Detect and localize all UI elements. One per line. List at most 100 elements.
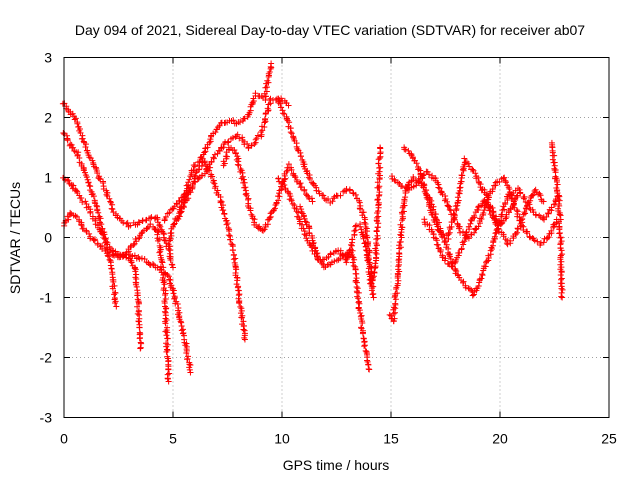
data-point: [536, 190, 543, 197]
data-point: [252, 90, 259, 97]
data-point: [399, 213, 406, 220]
data-point: [360, 235, 367, 242]
data-point: [90, 236, 97, 243]
x-tick-label: 0: [60, 431, 68, 447]
data-point: [303, 235, 310, 242]
data-point: [136, 335, 143, 342]
data-point: [540, 239, 547, 246]
data-point: [172, 294, 179, 301]
data-point: [371, 269, 378, 276]
data-point: [128, 259, 135, 266]
data-point: [263, 84, 270, 91]
data-point: [559, 294, 566, 301]
data-point: [480, 209, 487, 216]
x-tick-label: 10: [274, 431, 290, 447]
data-point: [488, 246, 495, 253]
data-point: [456, 184, 463, 191]
data-point: [237, 119, 244, 126]
series-track-13: [357, 144, 384, 290]
data-point: [373, 236, 380, 243]
data-point: [107, 262, 114, 269]
data-point: [65, 177, 72, 184]
data-point: [506, 185, 513, 192]
data-point: [298, 183, 305, 190]
data-point: [559, 251, 566, 258]
data-point: [174, 201, 181, 208]
data-point: [471, 229, 478, 236]
y-tick-label: 2: [44, 110, 52, 126]
y-tick-label: -3: [40, 410, 53, 426]
data-point: [301, 186, 308, 193]
data-point: [370, 294, 377, 301]
data-point: [324, 262, 331, 269]
data-point: [279, 110, 286, 117]
data-point: [555, 196, 562, 203]
y-tick-label: 0: [44, 230, 52, 246]
data-point: [463, 229, 470, 236]
data-point: [462, 284, 469, 291]
data-point: [307, 175, 314, 182]
data-point: [399, 217, 406, 224]
data-point: [396, 239, 403, 246]
data-point: [267, 210, 274, 217]
data-point: [500, 233, 507, 240]
data-point: [309, 198, 316, 205]
data-point: [134, 303, 141, 310]
data-point: [527, 234, 534, 241]
data-point: [465, 223, 472, 230]
data-point: [183, 349, 190, 356]
data-point: [285, 189, 292, 196]
data-point: [249, 99, 256, 106]
data-point: [109, 285, 116, 292]
data-point: [252, 136, 259, 143]
data-point: [400, 208, 407, 215]
data-point: [102, 236, 109, 243]
y-tick-label: 3: [44, 50, 52, 66]
data-point: [453, 206, 460, 213]
data-point: [553, 179, 560, 186]
data-point: [241, 115, 248, 122]
data-point: [161, 308, 168, 315]
data-point: [304, 192, 311, 199]
data-point: [297, 149, 304, 156]
axis-layer: 0 5 10 15 20 25 -3 -2 -1 0 1 2 3: [40, 50, 617, 447]
data-point: [395, 263, 402, 270]
data-point: [290, 134, 297, 141]
series-track-12: [297, 203, 373, 373]
data-point: [519, 215, 526, 222]
data-point: [210, 155, 217, 162]
data-point: [521, 209, 528, 216]
data-point: [210, 179, 217, 186]
data-point: [356, 199, 363, 206]
data-point: [479, 271, 486, 278]
series-track-9: [220, 144, 316, 234]
y-tick-label: 1: [44, 170, 52, 186]
data-point: [230, 117, 237, 124]
data-point: [376, 183, 383, 190]
data-point: [405, 147, 412, 154]
data-point: [522, 210, 529, 217]
data-point: [147, 215, 154, 222]
series-track-6: [165, 60, 275, 254]
data-point: [162, 320, 169, 327]
data-point: [235, 162, 242, 169]
data-point: [325, 196, 332, 203]
data-point: [471, 212, 478, 219]
data-point: [104, 239, 111, 246]
data-point: [167, 235, 174, 242]
data-point: [98, 230, 105, 237]
data-point: [209, 173, 216, 180]
data-point: [286, 119, 293, 126]
data-point: [344, 255, 351, 262]
data-point: [101, 234, 107, 241]
data-point: [483, 191, 490, 198]
data-point: [185, 195, 192, 202]
data-point: [82, 144, 89, 151]
data-point: [354, 285, 361, 292]
data-point: [230, 256, 237, 263]
data-point: [446, 206, 453, 213]
data-point: [364, 234, 371, 241]
data-point: [443, 241, 450, 248]
data-point: [461, 238, 468, 245]
data-point: [534, 238, 541, 245]
